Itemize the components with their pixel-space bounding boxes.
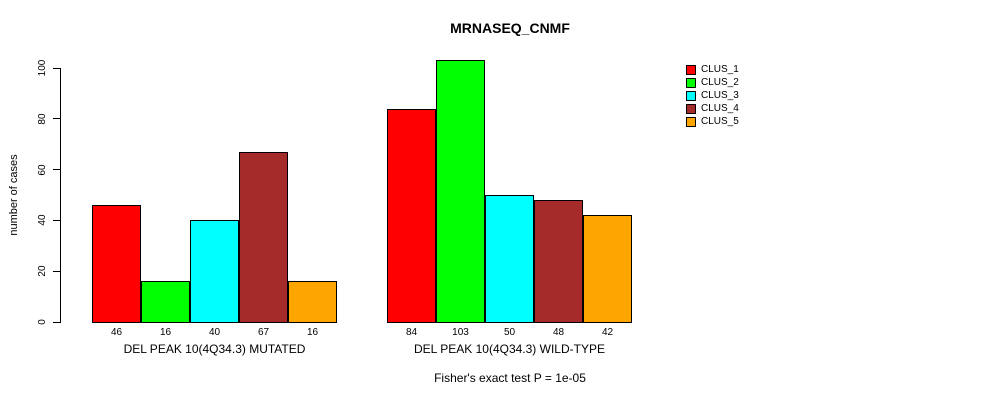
legend-swatch-clus_3 [686,90,696,101]
legend-row: CLUS_5 [686,115,739,128]
bar-clus_3-wild-type [485,195,534,323]
bar-value-label: 48 [552,327,565,338]
bar-clus_3-mutated [190,220,239,323]
legend-label: CLUS_1 [701,64,739,75]
bar-value-label: 67 [257,327,270,338]
bar-value-label: 42 [601,327,614,338]
bar-value-label: 50 [503,327,516,338]
bar-clus_4-mutated [239,152,288,323]
legend-swatch-clus_5 [686,116,696,127]
legend-swatch-clus_4 [686,103,696,114]
bar-value-label: 84 [405,327,418,338]
bar-clus_1-mutated [92,205,141,323]
bar-value-label: 46 [110,327,123,338]
y-tick-mark [53,118,60,120]
legend-row: CLUS_2 [686,76,739,89]
y-tick-mark [53,219,60,221]
bar-clus_1-wild-type [387,109,436,323]
y-tick-label: 20 [37,265,48,277]
bar-clus_4-wild-type [534,200,583,323]
y-tick-mark [53,67,60,69]
legend-label: CLUS_2 [701,77,739,88]
group-label: DEL PEAK 10(4Q34.3) WILD-TYPE [414,342,605,356]
bar-value-label: 103 [452,327,469,338]
group-label: DEL PEAK 10(4Q34.3) MUTATED [123,342,306,356]
fisher-test-note: Fisher's exact test P = 1e-05 [434,371,586,385]
y-tick-label: 40 [37,214,48,226]
legend-row: CLUS_4 [686,102,739,115]
bar-clus_2-wild-type [436,60,485,323]
y-tick-mark [53,321,60,323]
legend-swatch-clus_2 [686,77,696,88]
y-tick-mark [53,270,60,272]
y-axis-line [60,68,61,323]
bar-value-label: 16 [159,327,172,338]
bar-clus_5-wild-type [583,215,632,323]
bar-value-label: 16 [306,327,319,338]
bar-value-label: 40 [208,327,221,338]
legend-swatch-clus_1 [686,64,696,75]
legend-row: CLUS_3 [686,89,739,102]
y-tick-label: 60 [37,164,48,176]
legend: CLUS_1 CLUS_2 CLUS_3 CLUS_4 CLUS_5 [686,63,739,128]
legend-row: CLUS_1 [686,63,739,76]
legend-label: CLUS_5 [701,116,739,127]
bar-clus_5-mutated [288,281,337,323]
bar-clus_2-mutated [141,281,190,323]
chart-title: MRNASEQ_CNMF [450,20,570,36]
legend-label: CLUS_4 [701,103,739,114]
y-tick-label: 80 [37,113,48,125]
y-tick-label: 0 [37,319,48,325]
y-axis-title: number of cases [8,154,20,236]
y-tick-label: 100 [37,59,48,77]
y-tick-mark [53,169,60,171]
legend-label: CLUS_3 [701,90,739,101]
